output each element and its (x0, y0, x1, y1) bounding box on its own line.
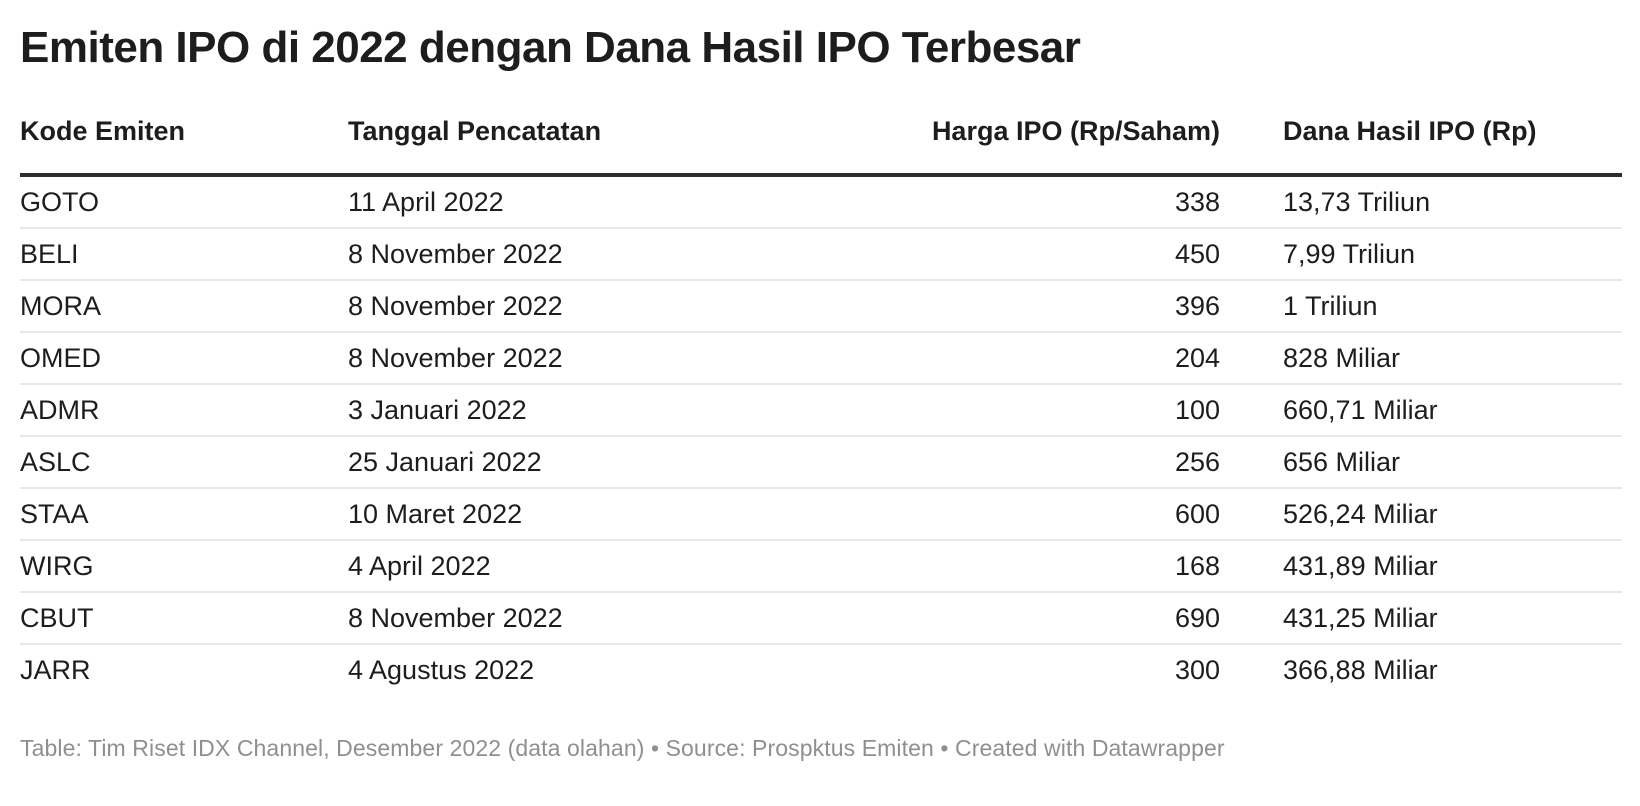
cell-dana: 13,73 Triliun (1240, 175, 1622, 229)
cell-harga: 100 (900, 384, 1240, 437)
cell-harga: 338 (900, 175, 1240, 229)
cell-harga: 256 (900, 436, 1240, 489)
cell-harga: 204 (900, 332, 1240, 385)
cell-harga: 300 (1174, 655, 1220, 685)
cell-tanggal: 11 April 2022 (348, 175, 900, 229)
table-row: CBUT 8 November 2022 690 431,25 Miliar (20, 592, 1622, 645)
cell-kode: STAA (20, 488, 348, 541)
table-row: MORA 8 November 2022 396 1 Triliun (20, 280, 1622, 333)
cell-harga: 690 (900, 592, 1240, 645)
cell-tanggal: 8 November 2022 (348, 280, 900, 333)
cell-kode: OMED (20, 332, 348, 385)
cell-dana: 656 Miliar (1240, 436, 1622, 489)
cell-dana: 366,88 Miliar (1283, 655, 1438, 685)
table-credit-footer: Table: Tim Riset IDX Channel, Desember 2… (20, 735, 1225, 761)
table-row: STAA 10 Maret 2022 600 526,24 Miliar (20, 488, 1622, 541)
table-row: WIRG 4 April 2022 168 431,89 Miliar (20, 540, 1622, 593)
table-row: ASLC 25 Januari 2022 256 656 Miliar (20, 436, 1622, 489)
cell-kode: GOTO (20, 175, 348, 229)
cell-harga: 396 (900, 280, 1240, 333)
cell-tanggal: 8 November 2022 (348, 332, 900, 385)
cell-kode: ASLC (20, 436, 348, 489)
ipo-data-table: Kode Emiten Tanggal Pencatatan Harga IPO… (20, 110, 1622, 695)
cell-tanggal: 10 Maret 2022 (348, 488, 900, 541)
cell-tanggal: 8 November 2022 (348, 592, 900, 645)
chart-title: Emiten IPO di 2022 dengan Dana Hasil IPO… (20, 23, 1081, 72)
cell-dana: 431,25 Miliar (1240, 592, 1622, 645)
cell-harga: 168 (900, 540, 1240, 593)
cell-kode: CBUT (20, 592, 348, 645)
column-header-harga-ipo: Harga IPO (Rp/Saham) (900, 110, 1240, 177)
cell-dana: 828 Miliar (1240, 332, 1622, 385)
table-row: ADMR 3 Januari 2022 100 660,71 Miliar (20, 384, 1622, 437)
column-header-dana-hasil-ipo: Dana Hasil IPO (Rp) (1240, 110, 1622, 177)
cell-tanggal: 25 Januari 2022 (348, 436, 900, 489)
cell-tanggal: 4 Agustus 2022 (348, 655, 535, 685)
cell-dana: 431,89 Miliar (1240, 540, 1622, 593)
cell-kode: MORA (20, 280, 348, 333)
cell-harga: 450 (900, 228, 1240, 281)
cell-tanggal: 3 Januari 2022 (348, 384, 900, 437)
cell-tanggal: 8 November 2022 (348, 228, 900, 281)
cell-dana: 7,99 Triliun (1240, 228, 1622, 281)
cell-kode: BELI (20, 228, 348, 281)
cell-harga: 600 (900, 488, 1240, 541)
cell-kode: JARR (20, 655, 91, 685)
cell-tanggal: 4 April 2022 (348, 540, 900, 593)
cell-dana: 660,71 Miliar (1240, 384, 1622, 437)
column-header-tanggal-pencatatan: Tanggal Pencatatan (348, 110, 900, 177)
cell-dana: 526,24 Miliar (1240, 488, 1622, 541)
table-row: BELI 8 November 2022 450 7,99 Triliun (20, 228, 1622, 281)
table-row: GOTO 11 April 2022 338 13,73 Triliun (20, 175, 1622, 229)
table-row: OMED 8 November 2022 204 828 Miliar (20, 332, 1622, 385)
cell-dana: 1 Triliun (1240, 280, 1622, 333)
table-header-row: Kode Emiten Tanggal Pencatatan Harga IPO… (20, 110, 1622, 177)
cell-kode: WIRG (20, 540, 348, 593)
table-row: JARR 4 Agustus 2022 300 366,88 Miliar (20, 644, 1622, 695)
cell-kode: ADMR (20, 384, 348, 437)
column-header-kode-emiten: Kode Emiten (20, 110, 348, 177)
